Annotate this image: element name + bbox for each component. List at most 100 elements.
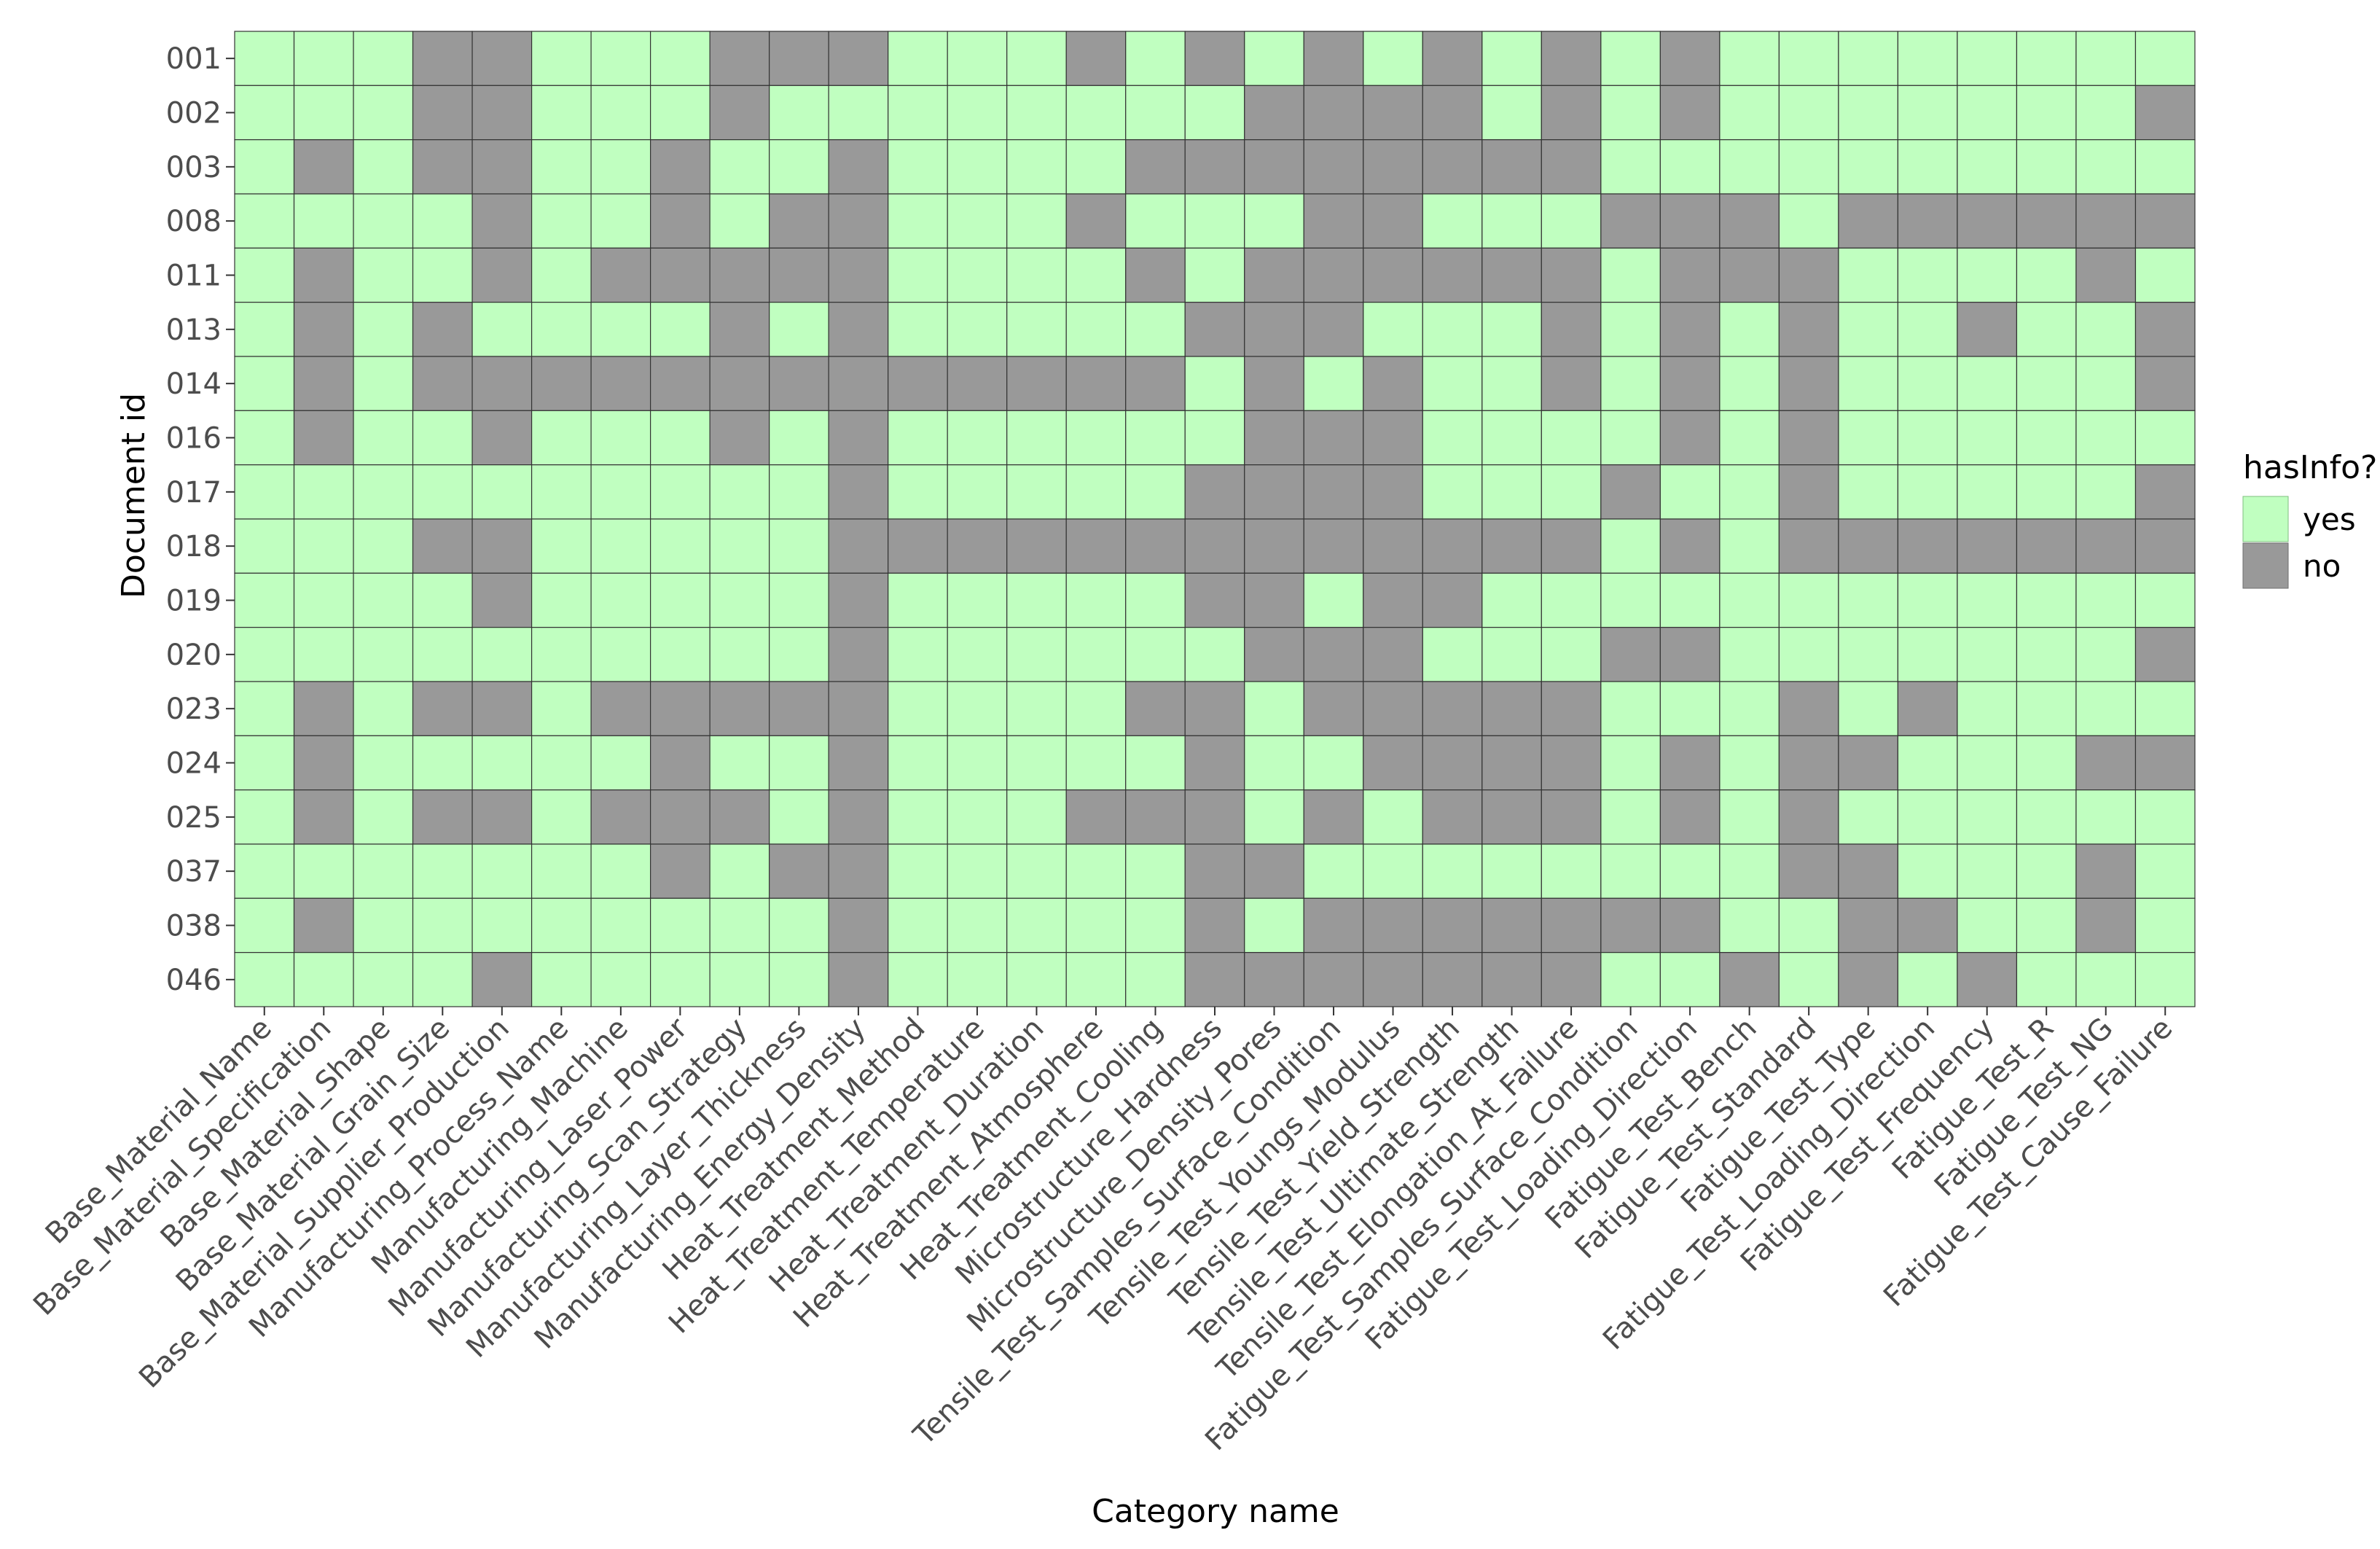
heatmap-cell — [2134, 410, 2196, 466]
heatmap-cell — [1838, 843, 1899, 899]
heatmap-cell — [531, 302, 592, 357]
heatmap-cell — [234, 302, 295, 357]
heatmap-cell — [1719, 464, 1780, 520]
heatmap-cell — [828, 843, 889, 899]
heatmap-cell — [531, 627, 592, 682]
heatmap-cell — [1659, 627, 1721, 682]
heatmap-cell — [1303, 518, 1364, 574]
heatmap-cell — [650, 247, 711, 303]
heatmap-cell — [471, 789, 533, 845]
heatmap-cell — [2075, 302, 2137, 357]
heatmap-cell — [888, 952, 948, 1007]
heatmap-cell — [1719, 302, 1780, 357]
heatmap-cell — [650, 356, 711, 411]
heatmap-cell — [1244, 302, 1304, 357]
heatmap-cell — [650, 735, 711, 791]
heatmap-cell — [1719, 410, 1780, 466]
heatmap-cell — [1125, 139, 1186, 195]
heatmap-cell — [1125, 843, 1186, 899]
heatmap-cell — [412, 139, 473, 195]
heatmap-cell — [947, 789, 1008, 845]
heatmap-cell — [1006, 843, 1067, 899]
heatmap-cell — [1363, 464, 1423, 520]
heatmap-cell — [1897, 247, 1958, 303]
heatmap-cell — [2134, 572, 2196, 628]
heatmap-cell — [1600, 247, 1661, 303]
legend-label-yes: yes — [2303, 502, 2356, 537]
heatmap-cell — [769, 789, 829, 845]
heatmap-cell — [709, 518, 770, 574]
heatmap-cell — [1957, 897, 2018, 953]
heatmap-cell — [1778, 410, 1839, 466]
heatmap-cell — [412, 464, 473, 520]
heatmap-cell — [1065, 789, 1127, 845]
heatmap-cell — [1363, 843, 1423, 899]
heatmap-cell — [2134, 356, 2196, 411]
heatmap-cell — [769, 139, 829, 195]
heatmap-cell — [1600, 789, 1661, 845]
heatmap-cell — [353, 410, 414, 466]
heatmap-cell — [709, 952, 770, 1007]
heatmap-cell — [769, 85, 829, 141]
heatmap-cell — [1778, 139, 1839, 195]
heatmap-cell — [2016, 518, 2077, 574]
heatmap-cell — [1303, 356, 1364, 411]
heatmap-cell — [1481, 952, 1542, 1007]
heatmap-cell — [769, 410, 829, 466]
heatmap-cell — [1184, 572, 1245, 628]
heatmap-cell — [1541, 410, 1602, 466]
heatmap-cell — [234, 410, 295, 466]
heatmap-cell — [1481, 302, 1542, 357]
heatmap-cell — [353, 193, 414, 249]
heatmap-cell — [2075, 897, 2137, 953]
heatmap-cell — [2075, 681, 2137, 736]
heatmap-cell — [353, 789, 414, 845]
heatmap-cell — [1778, 572, 1839, 628]
heatmap-cell — [828, 302, 889, 357]
heatmap-cell — [412, 952, 473, 1007]
heatmap-cell — [947, 464, 1008, 520]
heatmap-cell — [1481, 356, 1542, 411]
heatmap-cell — [1838, 464, 1899, 520]
heatmap-cell — [1006, 897, 1067, 953]
heatmap-cell — [1244, 139, 1304, 195]
heatmap-cell — [1897, 952, 1958, 1007]
heatmap-cell — [1778, 193, 1839, 249]
heatmap-cell — [828, 410, 889, 466]
heatmap-cell — [1719, 681, 1780, 736]
heatmap-cell — [1422, 735, 1483, 791]
heatmap-cell — [471, 247, 533, 303]
heatmap-cell — [1363, 518, 1423, 574]
heatmap-cell — [1897, 193, 1958, 249]
heatmap-cell — [590, 518, 651, 574]
heatmap-cell — [1778, 897, 1839, 953]
heatmap-cell — [709, 789, 770, 845]
heatmap-cell — [1957, 247, 2018, 303]
heatmap-cell — [769, 31, 829, 86]
y-tick-label: 019 — [166, 585, 222, 618]
heatmap-cell — [293, 139, 354, 195]
heatmap-cell — [1897, 897, 1958, 953]
heatmap-cell — [947, 139, 1008, 195]
heatmap-cell — [1719, 627, 1780, 682]
heatmap-cell — [1006, 85, 1067, 141]
y-tick-label: 024 — [166, 747, 222, 781]
heatmap-cell — [590, 410, 651, 466]
heatmap-cell — [293, 789, 354, 845]
heatmap-cells — [234, 31, 2196, 1007]
heatmap-cell — [353, 843, 414, 899]
heatmap-cell — [1481, 572, 1542, 628]
heatmap-cell — [2016, 572, 2077, 628]
heatmap-cell — [234, 193, 295, 249]
heatmap-cell — [471, 627, 533, 682]
heatmap-cell — [590, 789, 651, 845]
heatmap-cell — [412, 789, 473, 845]
heatmap-cell — [412, 572, 473, 628]
y-tick-label: 025 — [166, 801, 222, 835]
heatmap-cell — [234, 139, 295, 195]
heatmap-cell — [1481, 410, 1542, 466]
heatmap-cell — [1125, 31, 1186, 86]
heatmap-cell — [531, 789, 592, 845]
heatmap-cell — [828, 464, 889, 520]
heatmap-cell — [650, 139, 711, 195]
